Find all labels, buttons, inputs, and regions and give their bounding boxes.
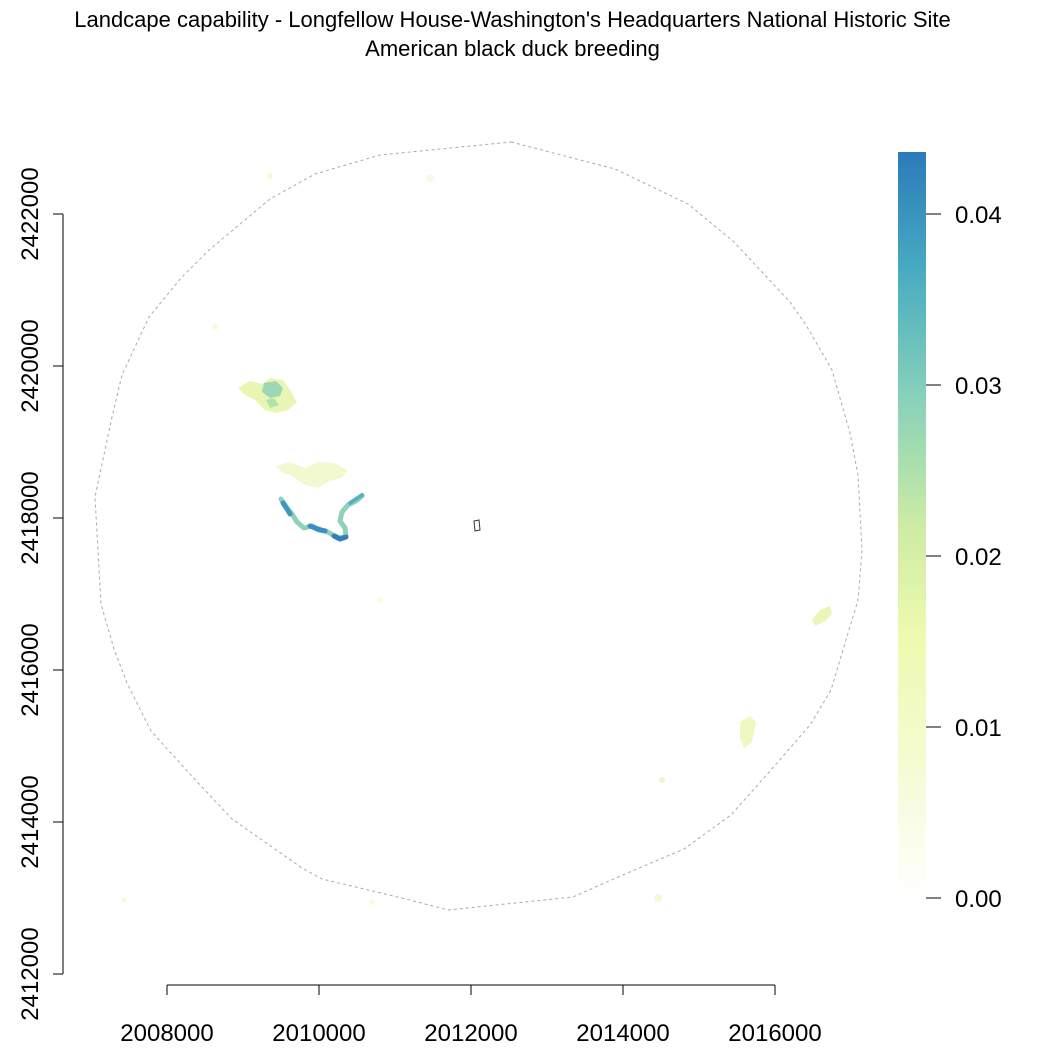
habitat-speck-3: [212, 324, 218, 330]
x-tick-label: 2014000: [576, 1020, 669, 1047]
habitat-river-mid: [348, 493, 364, 505]
legend-ticks: 0.00 0.01 0.02 0.03 0.04: [926, 202, 1002, 913]
habitat-speck-7: [121, 897, 127, 903]
x-tick-label: 2012000: [424, 1020, 517, 1047]
chart-title: Landcape capability - Longfellow House-W…: [74, 7, 951, 32]
habitat-speck-8: [369, 899, 375, 905]
habitat-speck-4: [377, 597, 383, 603]
habitat-patch-middle: [275, 462, 348, 488]
x-tick-label: 2008000: [120, 1020, 213, 1047]
habitat-river-dark-3: [331, 533, 349, 542]
habitat-speck-1: [267, 173, 273, 179]
habitat-speck-5: [659, 777, 665, 783]
habitat-features: [121, 173, 832, 905]
y-tick-label: 2422000: [17, 167, 44, 260]
chart-subtitle: American black duck breeding: [365, 36, 660, 61]
habitat-river-dark-1: [280, 500, 293, 517]
habitat-river-dark-2: [307, 523, 328, 534]
legend-colorbar: [898, 152, 926, 898]
habitat-patch-north-core: [262, 381, 283, 398]
y-axis: 2412000 2414000 2416000 2418000 2420000 24220…: [17, 167, 64, 1021]
habitat-patch-north-core-2: [266, 398, 279, 408]
y-tick-label: 2412000: [17, 927, 44, 1020]
x-tick-label: 2010000: [272, 1020, 365, 1047]
y-tick-label: 2418000: [17, 471, 44, 564]
legend-tick-label: 0.04: [955, 202, 1002, 229]
habitat-speck-6: [654, 894, 662, 902]
color-legend: 0.00 0.01 0.02 0.03 0.04: [898, 152, 1002, 913]
habitat-patch-east: [812, 606, 832, 626]
x-tick-label: 2016000: [728, 1020, 821, 1047]
buffer-circle: [94, 141, 863, 911]
y-tick-label: 2414000: [17, 775, 44, 868]
x-axis: 2008000 2010000 2012000 2014000 2016000: [120, 984, 822, 1047]
site-boundary: [473, 519, 481, 532]
y-tick-label: 2420000: [17, 319, 44, 412]
legend-tick-label: 0.03: [955, 373, 1002, 400]
legend-tick-label: 0.01: [955, 715, 1002, 742]
legend-tick-label: 0.00: [955, 886, 1002, 913]
y-tick-label: 2416000: [17, 623, 44, 716]
legend-tick-label: 0.02: [955, 544, 1002, 571]
habitat-patch-southeast: [740, 716, 756, 748]
habitat-speck-2: [426, 174, 434, 182]
